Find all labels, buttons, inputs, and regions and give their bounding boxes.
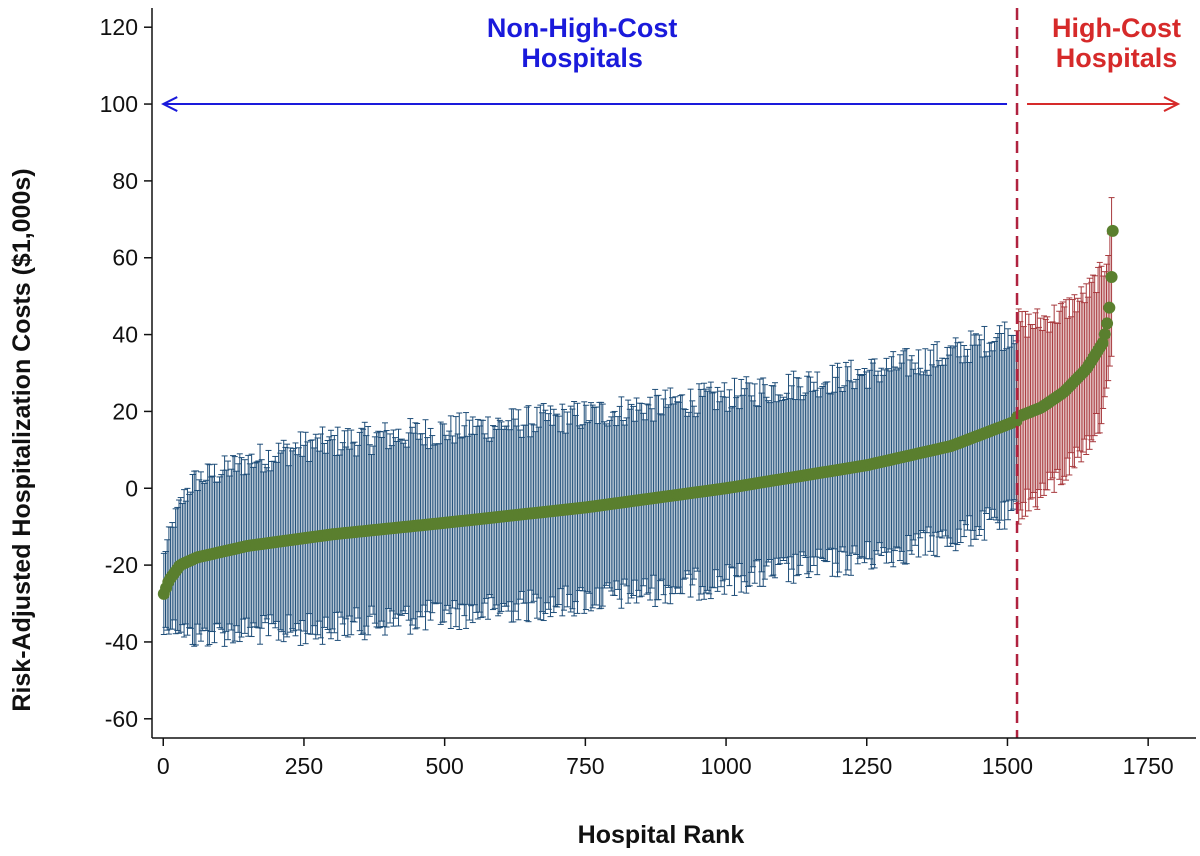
x-tick-label: 250 bbox=[285, 753, 323, 779]
x-tick-label: 1000 bbox=[700, 753, 751, 779]
non-high-cost-label: Non-High-Cost bbox=[487, 13, 677, 43]
axes: -60 -40 -20 0 20 40 60 80 100 120 0 250 500 750 1000 12… bbox=[100, 8, 1196, 779]
y-tick-label: -40 bbox=[105, 629, 138, 655]
y-tick-label: 60 bbox=[112, 245, 138, 271]
y-tick-label: 20 bbox=[112, 398, 138, 424]
high-cost-label: High-Cost bbox=[1052, 13, 1181, 43]
y-tick-label: 40 bbox=[112, 322, 138, 348]
x-tick-label: 750 bbox=[566, 753, 604, 779]
point-estimate bbox=[1101, 317, 1114, 330]
point-estimate bbox=[1105, 270, 1118, 283]
x-tick-label: 0 bbox=[157, 753, 170, 779]
y-tick-label: -20 bbox=[105, 552, 138, 578]
point-estimate bbox=[1106, 224, 1119, 237]
error-bar-series-0 bbox=[160, 321, 1020, 647]
left-arrow-head bbox=[161, 96, 178, 112]
y-tick-label: 120 bbox=[100, 14, 138, 40]
point-estimates bbox=[157, 224, 1119, 600]
point-series-1 bbox=[1011, 224, 1119, 424]
right-arrow-head bbox=[1163, 96, 1181, 112]
point-estimate bbox=[1098, 328, 1111, 341]
x-axis-title: Hospital Rank bbox=[578, 821, 745, 849]
point-estimate bbox=[1096, 337, 1109, 350]
y-tick-label: 100 bbox=[100, 91, 138, 117]
point-estimate bbox=[1103, 301, 1116, 314]
y-tick-label: -60 bbox=[105, 706, 138, 732]
x-tick-label: 1500 bbox=[982, 753, 1033, 779]
error-bar-series-1 bbox=[1014, 197, 1115, 525]
non-high-cost-label: Hospitals bbox=[521, 43, 643, 73]
point-series-0 bbox=[157, 415, 1023, 600]
x-tick-label: 500 bbox=[425, 753, 463, 779]
x-tick-label: 1750 bbox=[1123, 753, 1174, 779]
y-tick-label: 80 bbox=[112, 168, 138, 194]
y-tick-label: 0 bbox=[125, 475, 138, 501]
y-axis-title: Risk-Adjusted Hospitalization Costs ($1,… bbox=[8, 168, 36, 711]
x-tick-label: 1250 bbox=[841, 753, 892, 779]
high-cost-label: Hospitals bbox=[1056, 43, 1178, 73]
error-bars bbox=[160, 197, 1115, 647]
